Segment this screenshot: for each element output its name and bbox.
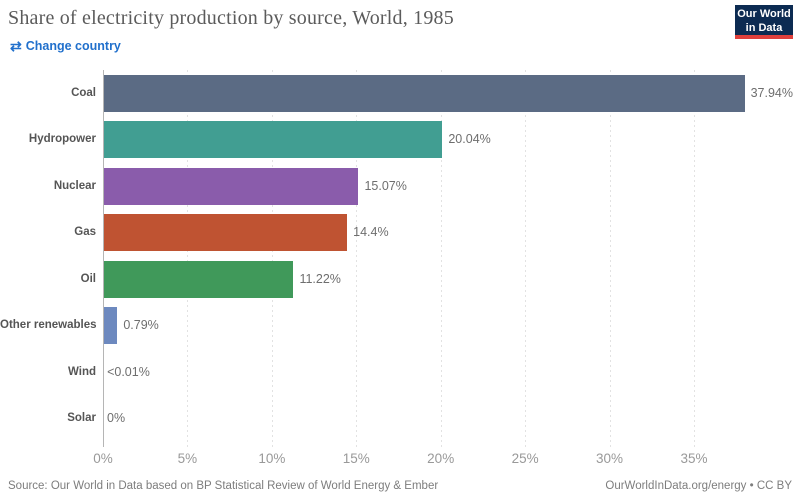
x-gridline bbox=[356, 70, 358, 447]
category-label-hydropower: Hydropower bbox=[28, 133, 96, 146]
x-tick-label: 25% bbox=[511, 451, 539, 466]
x-gridline bbox=[525, 70, 527, 447]
category-label-solar: Solar bbox=[67, 412, 96, 425]
x-tick-label: 15% bbox=[342, 451, 370, 466]
bar-nuclear[interactable] bbox=[104, 167, 359, 205]
source-note: Source: Our World in Data based on BP St… bbox=[8, 480, 439, 492]
value-label-wind: <0.01% bbox=[107, 364, 150, 379]
x-tick-label: 20% bbox=[427, 451, 455, 466]
plot-area: 0% 5% 10% 15% 20% 25% 30% 35% 37.94% 20.04% 15.07%… bbox=[93, 70, 793, 466]
category-label-gas: Gas bbox=[74, 226, 96, 239]
license-link[interactable]: OurWorldInData.org/energy • CC BY bbox=[605, 480, 792, 492]
x-gridline bbox=[187, 70, 189, 447]
value-label-solar: 0% bbox=[107, 411, 126, 426]
y-axis-line bbox=[103, 70, 104, 447]
x-gridline bbox=[271, 70, 273, 447]
chart-title: Share of electricity production by sourc… bbox=[8, 7, 454, 29]
value-label-oil: 11.22% bbox=[299, 271, 341, 286]
category-label-wind: Wind bbox=[68, 365, 96, 378]
bar-chart: 0% 5% 10% 15% 20% 25% 30% 35% 37.94% 20.04% 15.07%… bbox=[0, 70, 800, 470]
value-label-coal: 37.94% bbox=[750, 86, 793, 100]
bar-hydropower[interactable] bbox=[104, 121, 443, 159]
owid-logo[interactable]: Our World in Data bbox=[735, 5, 793, 39]
bar-oil[interactable] bbox=[104, 260, 294, 298]
bar-other-renewables[interactable] bbox=[104, 306, 118, 344]
x-gridline bbox=[440, 70, 442, 447]
category-label-oil: Oil bbox=[80, 272, 96, 285]
change-country-label: Change country bbox=[25, 39, 121, 53]
category-label-coal: Coal bbox=[71, 87, 96, 99]
category-label-other-renewables: Other renewables bbox=[0, 319, 97, 332]
category-label-nuclear: Nuclear bbox=[53, 179, 96, 192]
bar-gas[interactable] bbox=[104, 214, 348, 252]
value-label-nuclear: 15.07% bbox=[364, 178, 407, 193]
change-country-link[interactable]: ⇄ Change country bbox=[10, 39, 121, 53]
owid-logo-line2: in Data bbox=[745, 22, 783, 34]
value-label-other-renewables: 0.79% bbox=[123, 318, 159, 333]
x-tick-label: 30% bbox=[596, 451, 624, 466]
value-label-gas: 14.4% bbox=[353, 225, 389, 240]
chart-footer: Source: Our World in Data based on BP St… bbox=[8, 480, 792, 492]
x-tick-label: 35% bbox=[680, 451, 708, 466]
bar-coal[interactable] bbox=[104, 74, 745, 112]
x-gridline bbox=[693, 70, 695, 447]
x-tick-label: 5% bbox=[177, 451, 198, 466]
x-tick-label: 10% bbox=[258, 451, 286, 466]
value-label-hydropower: 20.04% bbox=[448, 132, 491, 147]
x-tick-label: 0% bbox=[93, 451, 113, 466]
swap-arrows-icon: ⇄ bbox=[10, 38, 22, 54]
owid-logo-line1: Our World bbox=[737, 8, 791, 20]
x-gridline bbox=[609, 70, 611, 447]
